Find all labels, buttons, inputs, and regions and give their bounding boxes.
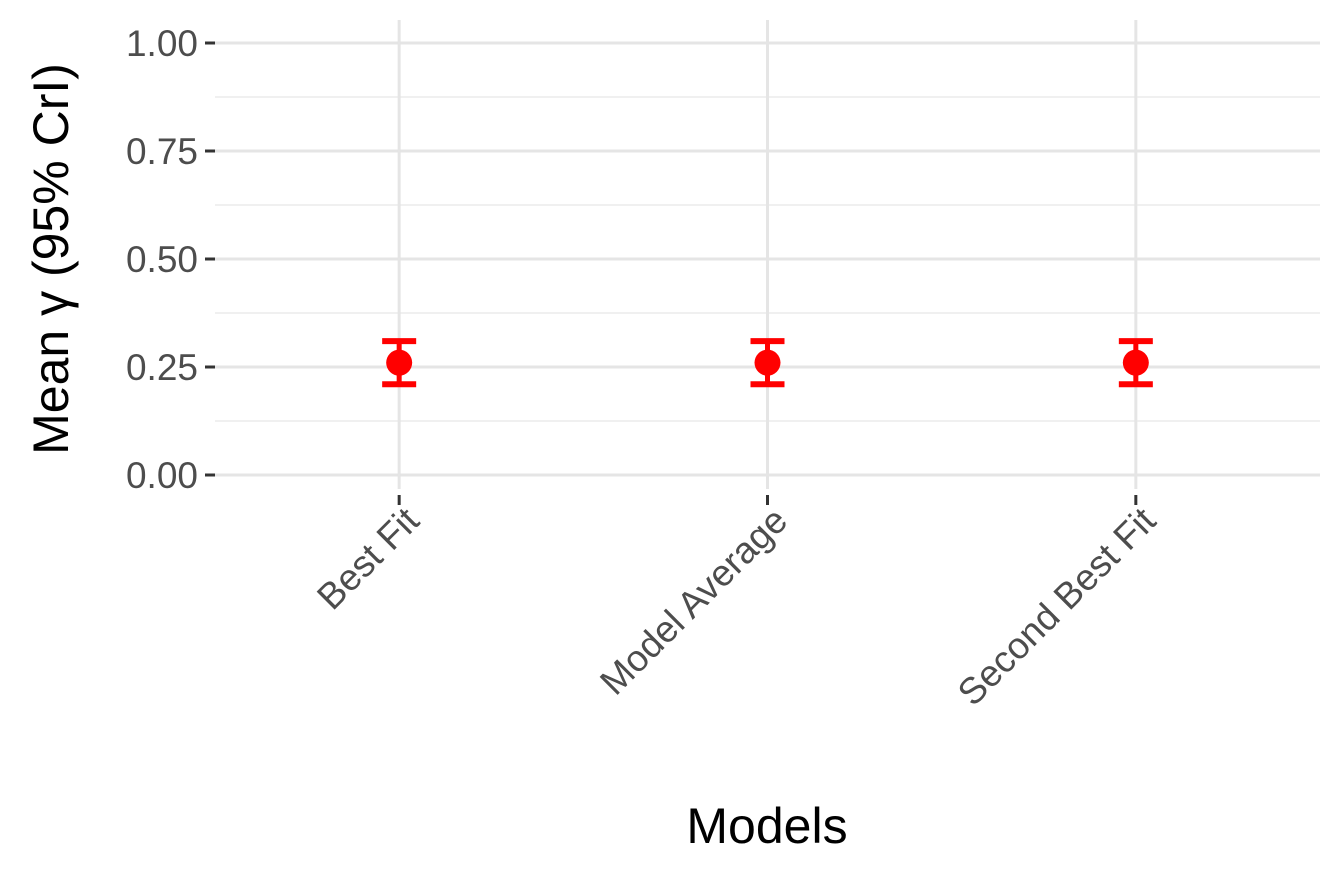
x-axis: Best Fit Model Average Second Best Fit [309,495,1164,713]
x-axis-title: Models [686,798,847,854]
x-tick-label: Best Fit [309,499,427,617]
error-bar-point [1118,338,1153,388]
x-tick-label: Second Best Fit [950,499,1164,713]
error-bar-point [382,338,417,388]
y-tick-label: 0.25 [126,347,198,388]
data-point [386,349,413,376]
error-bar-point [750,338,785,388]
grid [215,20,1320,489]
y-tick-label: 0.75 [126,131,198,172]
y-tick-label: 1.00 [126,23,198,64]
data-point [754,349,781,376]
data-point [1122,349,1149,376]
y-tick-label: 0.50 [126,239,198,280]
y-axis: 0.00 0.25 0.50 0.75 1.00 [126,23,215,496]
y-axis-title: Mean γ (95% CrI) [23,63,79,455]
y-tick-label: 0.00 [126,455,198,496]
x-tick-label: Model Average [592,500,795,703]
plot-marks [382,338,1153,388]
